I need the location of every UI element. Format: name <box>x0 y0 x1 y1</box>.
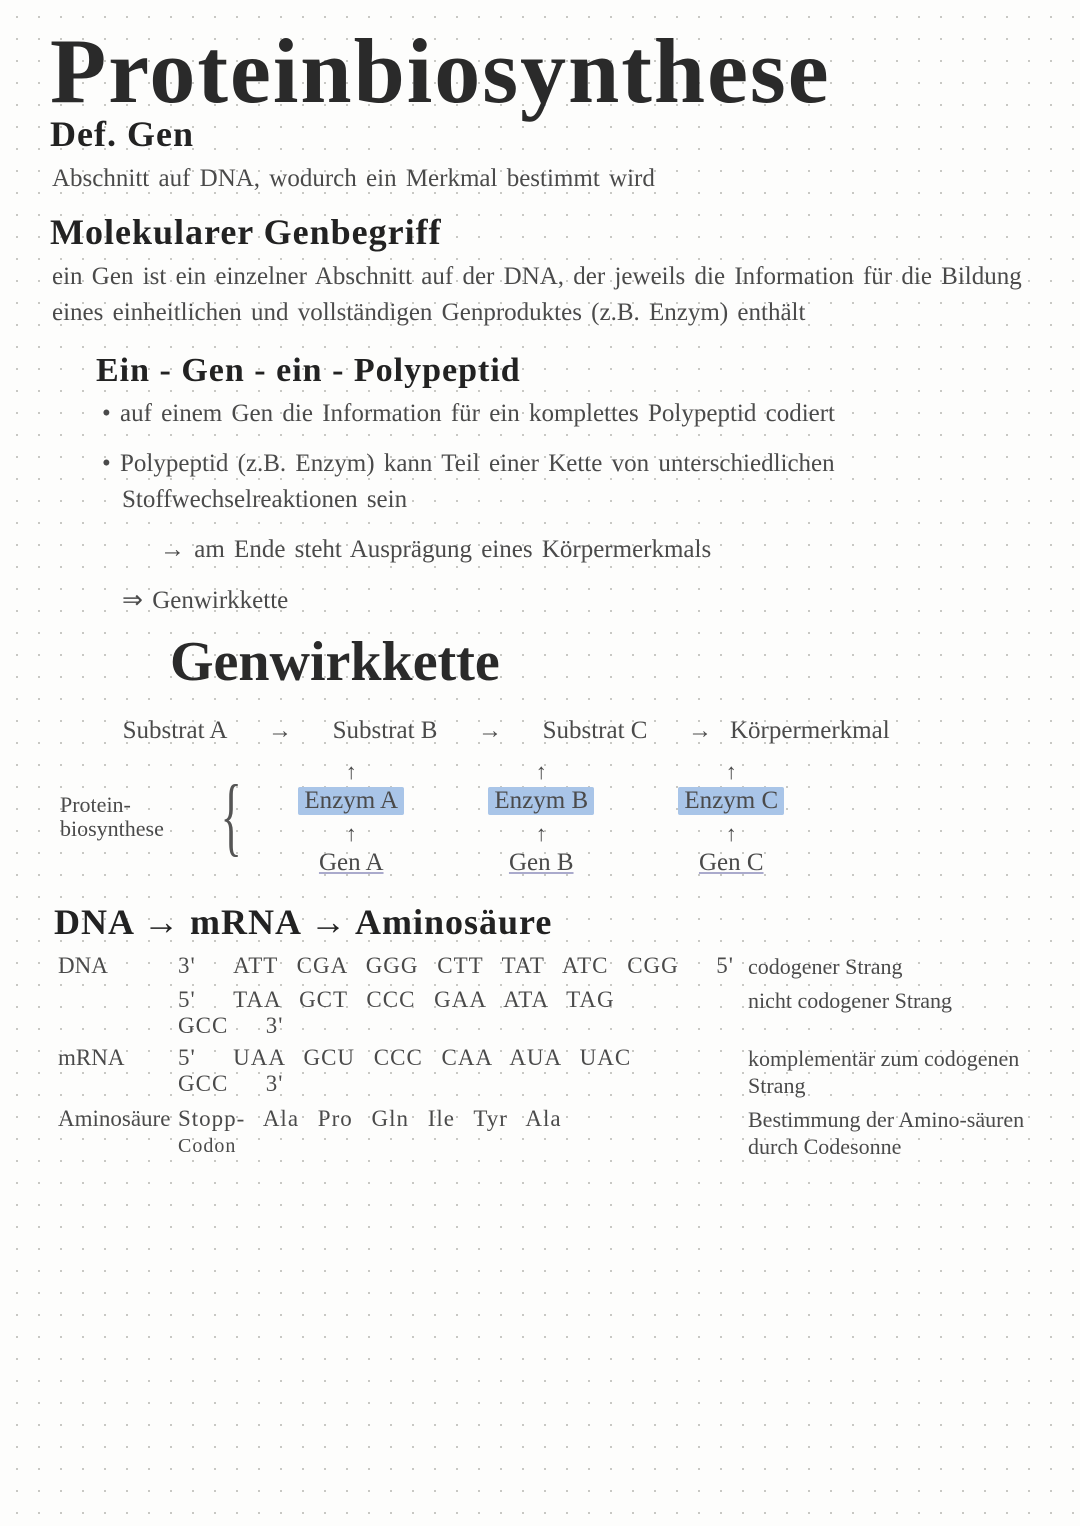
body-molekularer: ein Gen ist ein einzelner Abschnitt auf … <box>52 259 1030 332</box>
substrate-c: Substrat C <box>520 717 670 745</box>
enzyme-row: ↑Enzym A ↑Enzym B ↑Enzym C <box>256 757 826 815</box>
table-row: Aminosäure Stopp- Ala Pro Gln Ile Tyr Al… <box>58 1106 1030 1161</box>
seq-note: Bestimmung der Amino-säuren durch Codeso… <box>738 1106 1030 1161</box>
genwirkkette-diagram: Substrat A → Substrat B → Substrat C → K… <box>60 717 1030 881</box>
bullet-2a: → am Ende steht Ausprägung eines Körperm… <box>160 532 1030 568</box>
arrow-icon: → <box>268 718 292 745</box>
page-title: Proteinbiosynthese <box>50 30 1030 113</box>
heading-ein-gen: Ein - Gen - ein - Polypeptid <box>96 352 1030 390</box>
seq-label: Aminosäure <box>58 1106 178 1132</box>
seq-codons: 3' ATT CGA GGG CTT TAT ATC CGG 5' <box>178 953 738 979</box>
subtitle-genwirkkette: Genwirkkette <box>170 637 1030 687</box>
gene-b: Gen B <box>509 849 574 876</box>
heading-molekularer: Molekularer Genbegriff <box>50 211 1030 253</box>
bullet-3: ⇒ Genwirkkette <box>122 583 1030 619</box>
seq-label: DNA <box>58 953 178 979</box>
gene-row: ↑Gen A ↑Gen B ↑Gen C <box>256 819 826 877</box>
substrate-b: Substrat B <box>310 717 460 745</box>
substrate-chain: Substrat A → Substrat B → Substrat C → K… <box>100 717 1030 745</box>
seq-codons: 5' UAA GCU CCC CAA AUA UAC GCC 3' <box>178 1045 738 1097</box>
substrate-a: Substrat A <box>100 717 250 745</box>
up-arrow-icon: ↑ <box>446 759 636 785</box>
arrow-icon: → <box>688 718 712 745</box>
koerpermerkmal: Körpermerkmal <box>730 717 890 745</box>
up-arrow-icon: ↑ <box>256 821 446 847</box>
bullet-1: • auf einem Gen die Information für ein … <box>122 396 1030 432</box>
sequence-table: DNA 3' ATT CGA GGG CTT TAT ATC CGG 5' co… <box>58 953 1030 1161</box>
codon-sublabel: Codon <box>178 1135 236 1157</box>
table-row: mRNA 5' UAA GCU CCC CAA AUA UAC GCC 3' k… <box>58 1045 1030 1100</box>
up-arrow-icon: ↑ <box>636 821 826 847</box>
arrow-icon: → <box>478 718 502 745</box>
gene-c: Gen C <box>699 849 764 876</box>
body-def-gen: Abschnitt auf DNA, wodurch ein Merkmal b… <box>52 161 1030 197</box>
gene-a: Gen A <box>319 849 384 876</box>
heading-dna-mrna: DNA → mRNA → Aminosäure <box>54 901 1030 943</box>
seq-note: codogener Strang <box>738 953 1030 981</box>
up-arrow-icon: ↑ <box>256 759 446 785</box>
up-arrow-icon: ↑ <box>446 821 636 847</box>
enzyme-b: Enzym B <box>488 787 594 815</box>
enzyme-a: Enzym A <box>298 787 404 815</box>
brace-icon: { <box>221 786 242 848</box>
seq-note: nicht codogener Strang <box>738 987 1030 1015</box>
table-row: DNA 3' ATT CGA GGG CTT TAT ATC CGG 5' co… <box>58 953 1030 981</box>
bullet-2: • Polypeptid (z.B. Enzym) kann Teil eine… <box>122 446 1030 519</box>
seq-label: mRNA <box>58 1045 178 1071</box>
enzyme-c: Enzym C <box>678 787 784 815</box>
up-arrow-icon: ↑ <box>636 759 826 785</box>
seq-note: komplementär zum codogenen Strang <box>738 1045 1030 1100</box>
diagram-side-label: Protein- biosynthese <box>60 793 210 841</box>
seq-codons: 5' TAA GCT CCC GAA ATA TAG GCC 3' <box>178 987 738 1039</box>
seq-codons: Stopp- Ala Pro Gln Ile Tyr Ala Codon <box>178 1106 738 1158</box>
table-row: 5' TAA GCT CCC GAA ATA TAG GCC 3' nicht … <box>58 987 1030 1039</box>
